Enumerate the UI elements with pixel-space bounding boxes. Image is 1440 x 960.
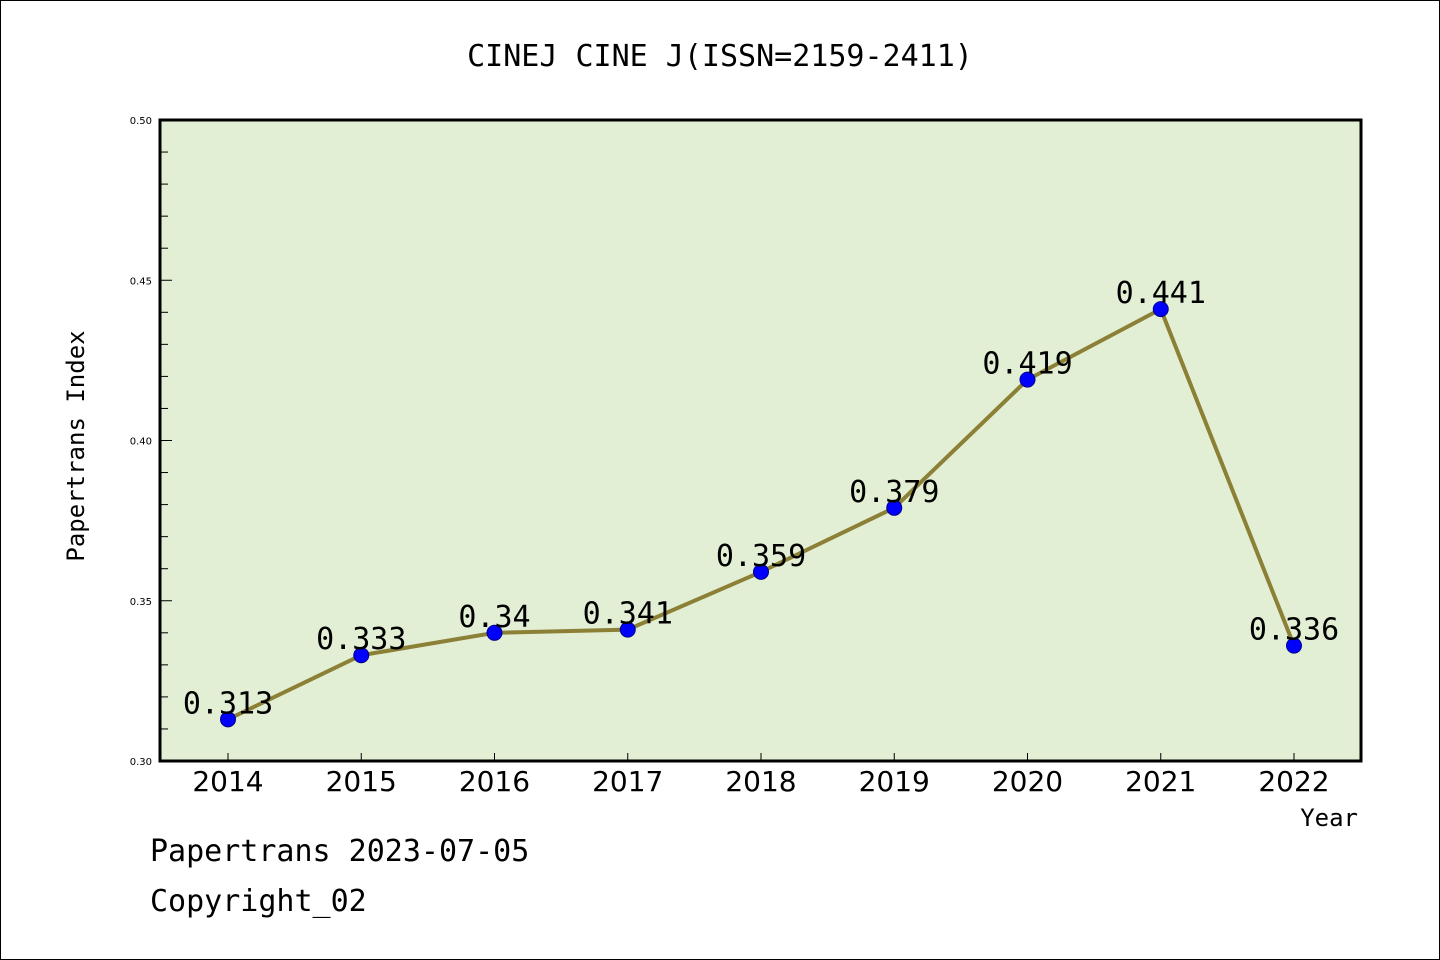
data-point (486, 624, 503, 641)
data-point (220, 711, 236, 728)
x-tick-label: 2021 (1125, 765, 1196, 798)
y-axis: 0.30 0.35 0.40 0.45 0.50 (130, 116, 172, 768)
y-tick-label: 0.40 (130, 437, 152, 448)
y-tick-label: 0.45 (130, 276, 152, 287)
footer-copyright-text: Copyright_02 (150, 884, 367, 919)
x-tick-label: 2019 (859, 765, 930, 798)
data-point (1019, 371, 1036, 388)
x-tick-label: 2017 (592, 765, 663, 798)
data-label: 0.359 (716, 539, 806, 574)
data-point (753, 563, 769, 580)
y-tick-label: 0.35 (130, 597, 152, 608)
data-point (353, 647, 370, 664)
x-tick-label: 2022 (1258, 765, 1329, 798)
data-label: 0.441 (1116, 276, 1206, 311)
x-tick-label: 2016 (459, 765, 530, 798)
x-tick-label: 2020 (992, 765, 1063, 798)
data-label: 0.341 (583, 597, 673, 632)
x-tick-label: 2018 (725, 765, 796, 798)
data-markers (220, 301, 1302, 728)
data-label: 0.336 (1249, 613, 1339, 648)
data-point (886, 499, 903, 516)
chart-title: CINEJ CINE J(ISSN=2159-2411) (467, 39, 973, 74)
data-point (1152, 301, 1169, 318)
data-label: 0.333 (316, 622, 406, 657)
x-tick-label: 2014 (192, 765, 263, 798)
data-labels: 0.313 0.333 0.34 0.341 0.359 0.379 0.419 0.441 0… (183, 276, 1339, 721)
y-axis-label: Papertrans Index (62, 330, 90, 561)
y-tick-label: 0.30 (130, 757, 152, 768)
footer-date-text: Papertrans 2023-07-05 (150, 834, 530, 869)
x-tick-label: 2015 (326, 765, 397, 798)
data-label: 0.313 (183, 686, 273, 721)
x-axis: 2014 2015 2016 2017 2018 2019 2020 2021 2022 (192, 753, 1330, 798)
y-tick-label: 0.50 (130, 116, 152, 127)
x-axis-label: Year (1300, 804, 1358, 832)
data-label: 0.379 (849, 475, 939, 510)
data-point (619, 621, 636, 638)
data-label: 0.34 (458, 600, 530, 635)
data-point (1286, 637, 1302, 654)
data-label: 0.419 (982, 347, 1072, 382)
